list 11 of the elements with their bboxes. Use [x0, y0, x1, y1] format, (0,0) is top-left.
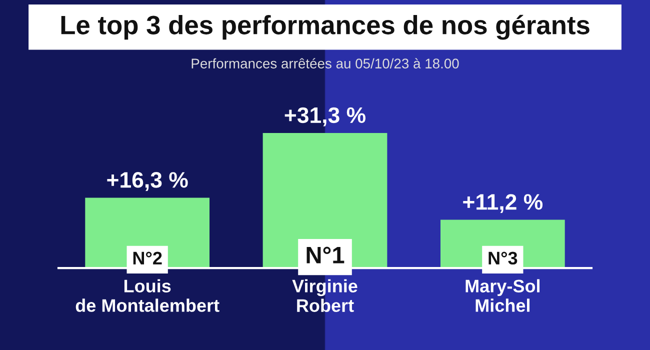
- data-label: +31,3 %: [284, 107, 366, 126]
- chart-title: Le top 3 des performances de nos gérants: [61, 14, 590, 40]
- annotation: N°1: [306, 246, 344, 264]
- x-tick-label: Louis de Montalembert: [76, 279, 220, 312]
- x-tick-label: Virginie Robert: [292, 279, 358, 312]
- x-tick-label: Mary-Sol Michel: [466, 279, 540, 312]
- annotation: N°2: [133, 252, 162, 264]
- chart-subtitle: Performances arrêtées au 05/10/23 à 18.00: [192, 58, 459, 68]
- data-label: +11,2 %: [463, 194, 543, 214]
- annotation: N°3: [488, 252, 518, 265]
- data-label: +16,3 %: [107, 172, 188, 192]
